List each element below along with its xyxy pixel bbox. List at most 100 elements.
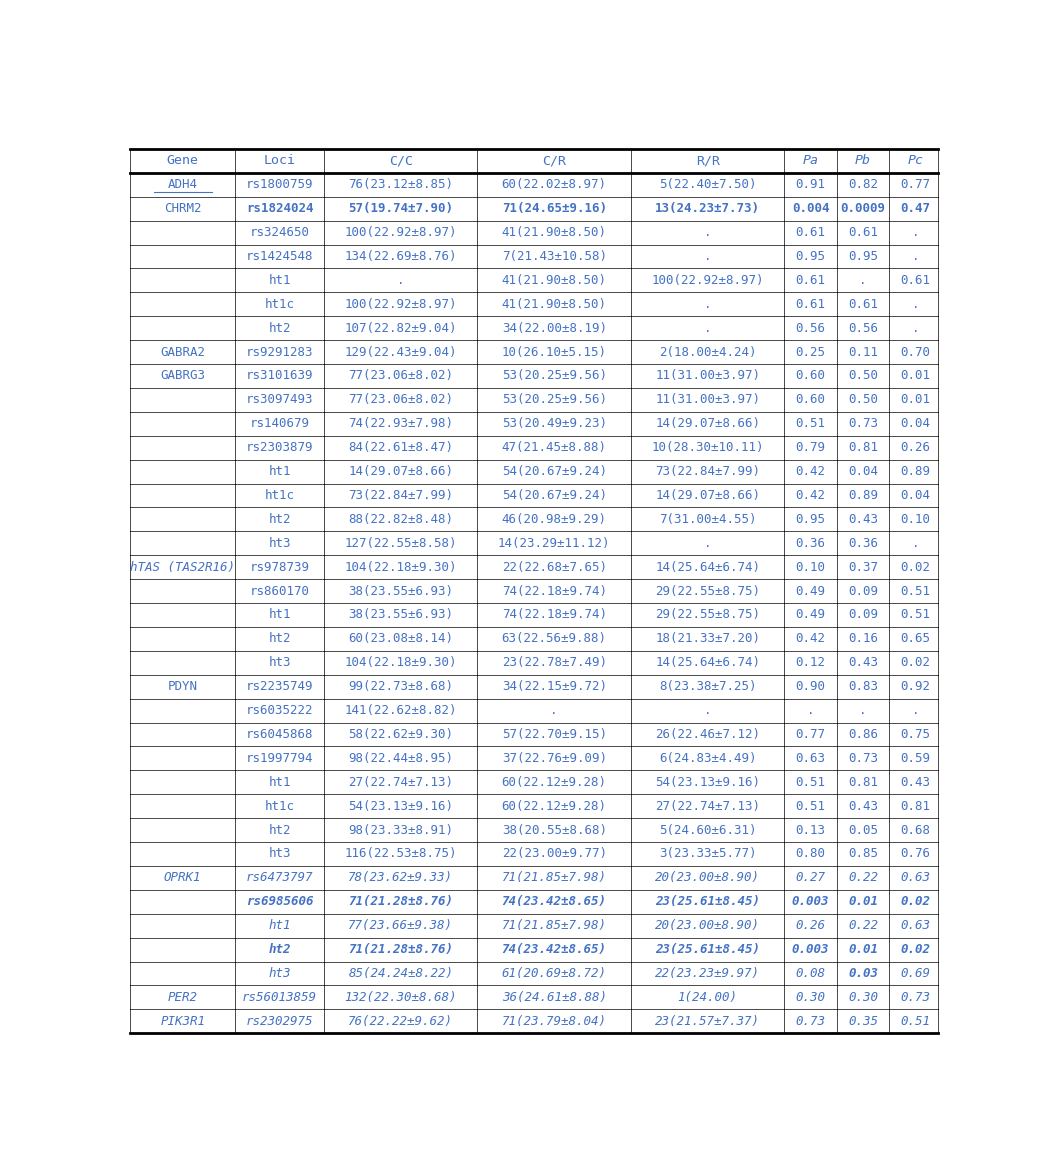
Text: .: . bbox=[550, 704, 557, 717]
Text: 60(22.12±9.28): 60(22.12±9.28) bbox=[501, 775, 606, 788]
Text: 0.22: 0.22 bbox=[848, 919, 878, 932]
Text: ht1: ht1 bbox=[269, 775, 291, 788]
Text: .: . bbox=[704, 250, 712, 264]
Text: 104(22.18±9.30): 104(22.18±9.30) bbox=[345, 656, 457, 669]
Text: 0.85: 0.85 bbox=[848, 848, 878, 861]
Text: 38(23.55±6.93): 38(23.55±6.93) bbox=[348, 584, 453, 597]
Text: 71(21.85±7.98): 71(21.85±7.98) bbox=[501, 919, 606, 932]
Text: rs9291283: rs9291283 bbox=[246, 345, 314, 359]
Text: 34(22.00±8.19): 34(22.00±8.19) bbox=[501, 322, 606, 335]
Text: 0.01: 0.01 bbox=[900, 370, 931, 382]
Text: C/C: C/C bbox=[389, 154, 413, 168]
Text: 74(23.42±8.65): 74(23.42±8.65) bbox=[501, 943, 606, 956]
Text: 53(20.25±9.56): 53(20.25±9.56) bbox=[501, 393, 606, 407]
Text: 0.22: 0.22 bbox=[848, 871, 878, 884]
Text: ht1c: ht1c bbox=[265, 297, 295, 311]
Text: 0.63: 0.63 bbox=[900, 919, 931, 932]
Text: 0.51: 0.51 bbox=[796, 417, 825, 430]
Text: 0.95: 0.95 bbox=[796, 250, 825, 264]
Text: 0.59: 0.59 bbox=[900, 752, 931, 765]
Text: ht1: ht1 bbox=[269, 919, 291, 932]
Text: 0.04: 0.04 bbox=[900, 489, 931, 503]
Text: 99(22.73±8.68): 99(22.73±8.68) bbox=[348, 680, 453, 693]
Text: 74(23.42±8.65): 74(23.42±8.65) bbox=[501, 895, 606, 908]
Text: rs2235749: rs2235749 bbox=[246, 680, 314, 693]
Text: 132(22.30±8.68): 132(22.30±8.68) bbox=[345, 991, 457, 1004]
Text: 0.42: 0.42 bbox=[796, 489, 825, 503]
Text: 73(22.84±7.99): 73(22.84±7.99) bbox=[348, 489, 453, 503]
Text: 84(22.61±8.47): 84(22.61±8.47) bbox=[348, 441, 453, 455]
Text: .: . bbox=[912, 322, 919, 335]
Text: 0.91: 0.91 bbox=[796, 178, 825, 191]
Text: rs6985606: rs6985606 bbox=[246, 895, 314, 908]
Text: 14(29.07±8.66): 14(29.07±8.66) bbox=[348, 465, 453, 478]
Text: 0.61: 0.61 bbox=[848, 297, 878, 311]
Text: ADH4: ADH4 bbox=[168, 178, 198, 191]
Text: 0.43: 0.43 bbox=[848, 800, 878, 813]
Text: rs1424548: rs1424548 bbox=[246, 250, 314, 264]
Text: .: . bbox=[912, 536, 919, 550]
Text: 0.02: 0.02 bbox=[900, 656, 931, 669]
Text: rs1997794: rs1997794 bbox=[246, 752, 314, 765]
Text: 141(22.62±8.82): 141(22.62±8.82) bbox=[345, 704, 457, 717]
Text: 0.36: 0.36 bbox=[796, 536, 825, 550]
Text: 0.49: 0.49 bbox=[796, 609, 825, 621]
Text: 29(22.55±8.75): 29(22.55±8.75) bbox=[655, 609, 761, 621]
Text: 0.70: 0.70 bbox=[900, 345, 931, 359]
Text: 0.02: 0.02 bbox=[900, 561, 931, 574]
Text: 0.43: 0.43 bbox=[848, 513, 878, 526]
Text: 0.76: 0.76 bbox=[900, 848, 931, 861]
Text: 60(23.08±8.14): 60(23.08±8.14) bbox=[348, 632, 453, 645]
Text: hTAS (TAS2R16): hTAS (TAS2R16) bbox=[130, 561, 235, 574]
Text: rs6045868: rs6045868 bbox=[246, 728, 314, 740]
Text: 88(22.82±8.48): 88(22.82±8.48) bbox=[348, 513, 453, 526]
Text: 0.95: 0.95 bbox=[848, 250, 878, 264]
Text: C/R: C/R bbox=[542, 154, 566, 168]
Text: 34(22.15±9.72): 34(22.15±9.72) bbox=[501, 680, 606, 693]
Text: ht3: ht3 bbox=[269, 536, 291, 550]
Text: 100(22.92±8.97): 100(22.92±8.97) bbox=[345, 226, 457, 239]
Text: 0.86: 0.86 bbox=[848, 728, 878, 740]
Text: 23(25.61±8.45): 23(25.61±8.45) bbox=[655, 943, 761, 956]
Text: ht1c: ht1c bbox=[265, 800, 295, 813]
Text: Pb: Pb bbox=[855, 154, 871, 168]
Text: 0.63: 0.63 bbox=[796, 752, 825, 765]
Text: 0.50: 0.50 bbox=[848, 393, 878, 407]
Text: .: . bbox=[912, 297, 919, 311]
Text: 36(24.61±8.88): 36(24.61±8.88) bbox=[501, 991, 606, 1004]
Text: 74(22.93±7.98): 74(22.93±7.98) bbox=[348, 417, 453, 430]
Text: 0.95: 0.95 bbox=[796, 513, 825, 526]
Text: 38(20.55±8.68): 38(20.55±8.68) bbox=[501, 823, 606, 836]
Text: 0.92: 0.92 bbox=[900, 680, 931, 693]
Text: 0.27: 0.27 bbox=[796, 871, 825, 884]
Text: 0.30: 0.30 bbox=[796, 991, 825, 1004]
Text: ht2: ht2 bbox=[269, 513, 291, 526]
Text: 47(21.45±8.88): 47(21.45±8.88) bbox=[501, 441, 606, 455]
Text: .: . bbox=[860, 704, 867, 717]
Text: ht3: ht3 bbox=[269, 967, 291, 979]
Text: 71(21.28±8.76): 71(21.28±8.76) bbox=[348, 895, 453, 908]
Text: 11(31.00±3.97): 11(31.00±3.97) bbox=[655, 370, 761, 382]
Text: 0.02: 0.02 bbox=[900, 895, 931, 908]
Text: 0.30: 0.30 bbox=[848, 991, 878, 1004]
Text: 7(31.00±4.55): 7(31.00±4.55) bbox=[659, 513, 756, 526]
Text: 2(18.00±4.24): 2(18.00±4.24) bbox=[659, 345, 756, 359]
Text: 22(23.23±9.97): 22(23.23±9.97) bbox=[655, 967, 761, 979]
Text: 74(22.18±9.74): 74(22.18±9.74) bbox=[501, 584, 606, 597]
Text: 0.51: 0.51 bbox=[900, 1014, 931, 1027]
Text: 0.43: 0.43 bbox=[848, 656, 878, 669]
Text: 0.37: 0.37 bbox=[848, 561, 878, 574]
Text: 0.003: 0.003 bbox=[792, 895, 829, 908]
Text: 0.11: 0.11 bbox=[848, 345, 878, 359]
Text: .: . bbox=[807, 704, 815, 717]
Text: 0.61: 0.61 bbox=[848, 226, 878, 239]
Text: 73(22.84±7.99): 73(22.84±7.99) bbox=[655, 465, 761, 478]
Text: 100(22.92±8.97): 100(22.92±8.97) bbox=[345, 297, 457, 311]
Text: 0.35: 0.35 bbox=[848, 1014, 878, 1027]
Text: 116(22.53±8.75): 116(22.53±8.75) bbox=[345, 848, 457, 861]
Text: 14(25.64±6.74): 14(25.64±6.74) bbox=[655, 561, 761, 574]
Text: 13(24.23±7.73): 13(24.23±7.73) bbox=[655, 202, 761, 216]
Text: 20(23.00±8.90): 20(23.00±8.90) bbox=[655, 871, 761, 884]
Text: 0.65: 0.65 bbox=[900, 632, 931, 645]
Text: 8(23.38±7.25): 8(23.38±7.25) bbox=[659, 680, 756, 693]
